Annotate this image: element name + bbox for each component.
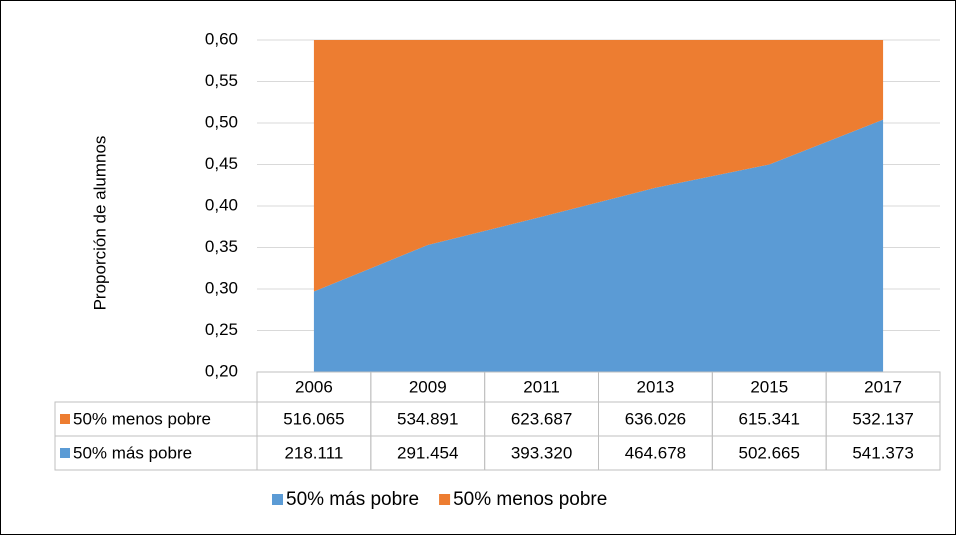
y-tick-label: 0,55 xyxy=(205,71,238,90)
table-value: 623.687 xyxy=(511,409,572,428)
y-axis-title: Proporción de alumnos xyxy=(90,136,109,311)
table-legend-key xyxy=(60,448,70,458)
table-value: 615.341 xyxy=(739,409,800,428)
table-value: 532.137 xyxy=(852,409,913,428)
y-tick-label: 0,45 xyxy=(205,154,238,173)
table-value: 393.320 xyxy=(511,443,572,462)
legend-key xyxy=(439,494,451,505)
area xyxy=(313,40,884,292)
table-cell xyxy=(825,435,941,471)
table-row-label: 50% más pobre xyxy=(73,443,192,462)
area xyxy=(313,119,884,372)
x-tick-label: 2009 xyxy=(409,377,447,396)
table-value: 291.454 xyxy=(397,443,458,462)
table-value: 534.891 xyxy=(397,409,458,428)
y-tick-label: 0,20 xyxy=(205,361,238,380)
legend-key xyxy=(272,494,283,505)
y-tick-label: 0,30 xyxy=(205,278,238,297)
table-value: 541.373 xyxy=(852,443,913,462)
table-value: 516.065 xyxy=(283,409,344,428)
table-value: 464.678 xyxy=(625,443,686,462)
x-tick-label: 2015 xyxy=(750,377,788,396)
table-value: 636.026 xyxy=(625,409,686,428)
x-tick-label: 2011 xyxy=(523,377,560,396)
y-tick-label: 0,60 xyxy=(205,29,238,48)
y-tick-label: 0,25 xyxy=(205,320,238,339)
table-row-label: 50% menos pobre xyxy=(73,409,211,428)
table-value: 502.665 xyxy=(739,443,800,462)
y-tick-label: 0,50 xyxy=(205,112,238,131)
y-tick-label: 0,35 xyxy=(205,237,238,256)
legend-label: 50% más pobre xyxy=(286,489,419,510)
x-tick-label: 2017 xyxy=(864,377,902,396)
x-tick-label: 2006 xyxy=(295,377,333,396)
legend-label: 50% menos pobre xyxy=(453,489,607,510)
table-legend-key xyxy=(60,414,70,424)
y-tick-label: 0,40 xyxy=(205,195,238,214)
areas xyxy=(313,40,884,372)
x-tick-label: 2013 xyxy=(637,377,675,396)
table-value: 218.111 xyxy=(284,443,343,462)
